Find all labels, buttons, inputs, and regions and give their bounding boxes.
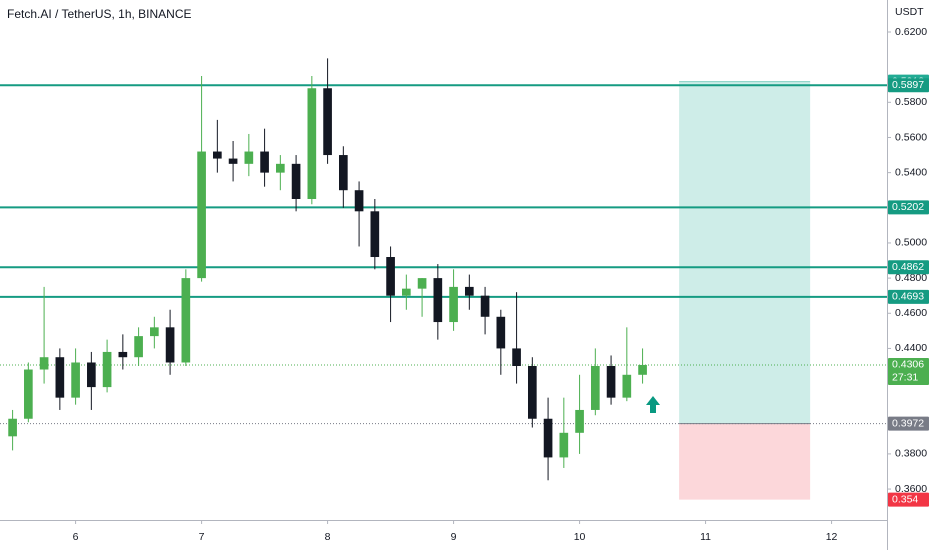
level-badge	[888, 200, 929, 215]
level-badge-label: 0.4862	[892, 261, 924, 273]
y-tick-label: 0.5600	[895, 131, 927, 143]
axis-unit: USDT	[895, 6, 924, 18]
candle-body	[622, 374, 632, 398]
candle-body	[24, 369, 33, 419]
candle-body	[228, 158, 238, 164]
candle-body	[55, 357, 65, 398]
candle-body	[480, 295, 490, 317]
y-tick-label: 0.3800	[895, 448, 927, 460]
candle-body	[102, 351, 112, 388]
level-badge-label: 0.5202	[892, 201, 924, 213]
y-tick-label: 0.5400	[895, 166, 927, 178]
plot	[0, 58, 887, 500]
candle-body	[165, 327, 175, 363]
loss-zone	[679, 423, 811, 500]
candle-body	[543, 418, 553, 458]
x-tick-label: 11	[700, 531, 711, 543]
candle-body	[433, 278, 443, 323]
long-arrow-icon	[646, 396, 660, 413]
level-badge-label: 0.4693	[892, 291, 924, 303]
candle-body	[39, 357, 49, 370]
candle-body	[638, 364, 647, 375]
y-tick-label: 0.6200	[895, 26, 927, 38]
candle-body	[339, 155, 348, 191]
candle-body	[276, 163, 285, 173]
x-tick-label: 12	[826, 531, 838, 543]
candle-body	[496, 316, 506, 349]
candle-body	[323, 88, 332, 156]
y-tick-label: 0.5000	[895, 237, 927, 249]
last-price-label: 0.4306	[892, 359, 924, 371]
candle-body	[87, 362, 96, 388]
candle-body	[244, 151, 254, 164]
entry-badge	[888, 416, 929, 431]
candle-body	[213, 151, 222, 159]
candle-body	[354, 190, 364, 212]
x-tick-label: 6	[73, 531, 79, 543]
level-badge	[888, 289, 929, 304]
x-tick-label: 10	[574, 531, 586, 543]
candle-body	[606, 366, 616, 398]
candle-body	[197, 151, 206, 279]
chart-title: Fetch.AI / TetherUS, 1h, BINANCE	[7, 7, 192, 21]
candle-body	[150, 327, 159, 337]
candle-body	[260, 151, 269, 173]
candle-body	[8, 418, 17, 437]
x-tick-label: 7	[199, 531, 205, 543]
level-badge-label: 0.5897	[892, 79, 924, 91]
profit-zone	[679, 81, 811, 424]
candle-body	[402, 288, 411, 296]
candle-body	[590, 366, 600, 410]
candle-body	[449, 286, 458, 323]
stop-badge-label: 0.354	[892, 493, 918, 505]
candle-body	[118, 351, 128, 358]
candle-body	[181, 278, 191, 363]
entry-badge-label: 0.3972	[892, 417, 924, 429]
y-tick-label: 0.4600	[895, 307, 927, 319]
candle-body	[417, 278, 427, 289]
y-tick-label: 0.4400	[895, 342, 927, 354]
y-tick-label: 0.5800	[895, 96, 927, 108]
candle-body	[527, 366, 537, 419]
level-badge	[888, 260, 929, 275]
candle-body	[512, 348, 521, 367]
candle-body	[575, 409, 584, 433]
candle-body	[386, 257, 395, 296]
stop-badge	[888, 492, 929, 507]
x-tick-label: 8	[325, 531, 331, 543]
candle-body	[464, 286, 474, 296]
level-badge	[888, 78, 929, 93]
y-tick-label: 0.4800	[895, 272, 927, 284]
candle-body	[71, 362, 80, 398]
x-tick-label: 9	[451, 531, 457, 543]
last-price-badge	[888, 357, 929, 385]
candle-body	[307, 88, 317, 199]
candle-body	[134, 336, 143, 358]
candle-body	[370, 211, 380, 258]
y-tick-label: 0.3600	[895, 483, 927, 495]
countdown-label: 27:31	[892, 372, 918, 384]
candle-body	[559, 432, 569, 458]
candle-body	[291, 163, 301, 199]
